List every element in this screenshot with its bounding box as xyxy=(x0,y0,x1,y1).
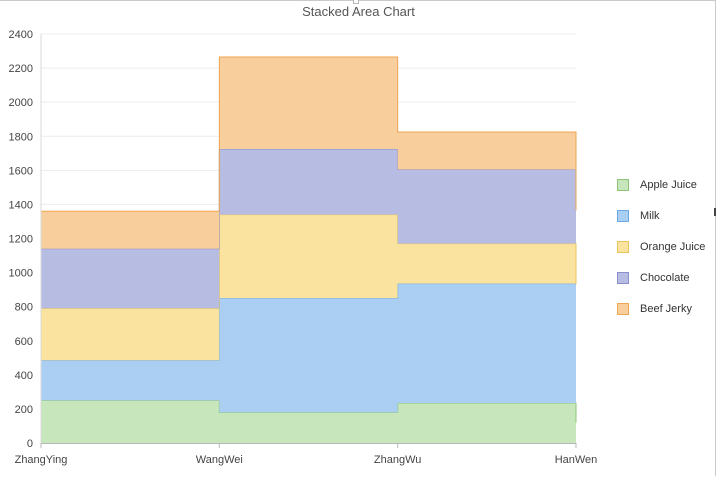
x-tick-label: HanWen xyxy=(555,454,598,466)
y-tick-label: 1000 xyxy=(9,268,33,280)
y-axis-ticks: 0 200 400 600 800 1000 1200 1400 1600 1800 2000 220… xyxy=(9,29,33,450)
y-tick-label: 2400 xyxy=(9,29,33,41)
series-area-orange-juice[interactable] xyxy=(41,214,576,361)
series-area-apple-juice[interactable] xyxy=(41,400,576,443)
legend-item-apple-juice[interactable]: Apple Juice xyxy=(617,178,705,209)
series-areas xyxy=(41,56,577,443)
resize-handle[interactable] xyxy=(353,0,359,4)
legend: Apple Juice Milk Orange Juice Chocolate Beef… xyxy=(617,178,705,333)
legend-swatch xyxy=(617,210,629,222)
legend-item-milk[interactable]: Milk xyxy=(617,209,705,240)
series-area-beef-jerky[interactable] xyxy=(41,57,576,249)
legend-swatch xyxy=(617,272,629,284)
series-area-milk[interactable] xyxy=(41,283,576,423)
legend-item-chocolate[interactable]: Chocolate xyxy=(617,271,705,302)
y-tick-label: 1800 xyxy=(9,131,33,143)
y-tick-label: 800 xyxy=(15,302,33,314)
legend-label: Milk xyxy=(640,210,660,222)
legend-label: Orange Juice xyxy=(640,241,706,253)
series-line-beef-jerky xyxy=(41,56,577,212)
y-tick-label: 400 xyxy=(15,370,33,382)
y-tick-label: 2000 xyxy=(9,97,33,109)
legend-label: Beef Jerky xyxy=(640,303,692,315)
x-tick-label: ZhangYing xyxy=(15,454,68,466)
legend-swatch xyxy=(617,303,629,315)
y-tick-label: 1400 xyxy=(9,199,33,211)
legend-label: Apple Juice xyxy=(640,179,697,191)
axes xyxy=(40,34,576,444)
x-axis-ticks: ZhangYing WangWei ZhangWu HanWen xyxy=(15,443,598,466)
y-tick-label: 200 xyxy=(15,404,33,416)
series-area-chocolate[interactable] xyxy=(41,149,576,309)
legend-scroll-indicator[interactable] xyxy=(714,208,716,216)
legend-swatch xyxy=(617,179,629,191)
chart-title: Stacked Area Chart xyxy=(302,4,415,19)
legend-item-beef-jerky[interactable]: Beef Jerky xyxy=(617,302,705,333)
legend-swatch xyxy=(617,241,629,253)
y-tick-label: 0 xyxy=(27,438,33,450)
y-tick-label: 1600 xyxy=(9,165,33,177)
x-tick-label: ZhangWu xyxy=(374,454,422,466)
y-tick-label: 600 xyxy=(15,336,33,348)
legend-item-orange-juice[interactable]: Orange Juice xyxy=(617,240,705,271)
x-tick-label: WangWei xyxy=(196,454,243,466)
y-tick-label: 2200 xyxy=(9,63,33,75)
y-tick-label: 1200 xyxy=(9,234,33,246)
legend-label: Chocolate xyxy=(640,272,690,284)
